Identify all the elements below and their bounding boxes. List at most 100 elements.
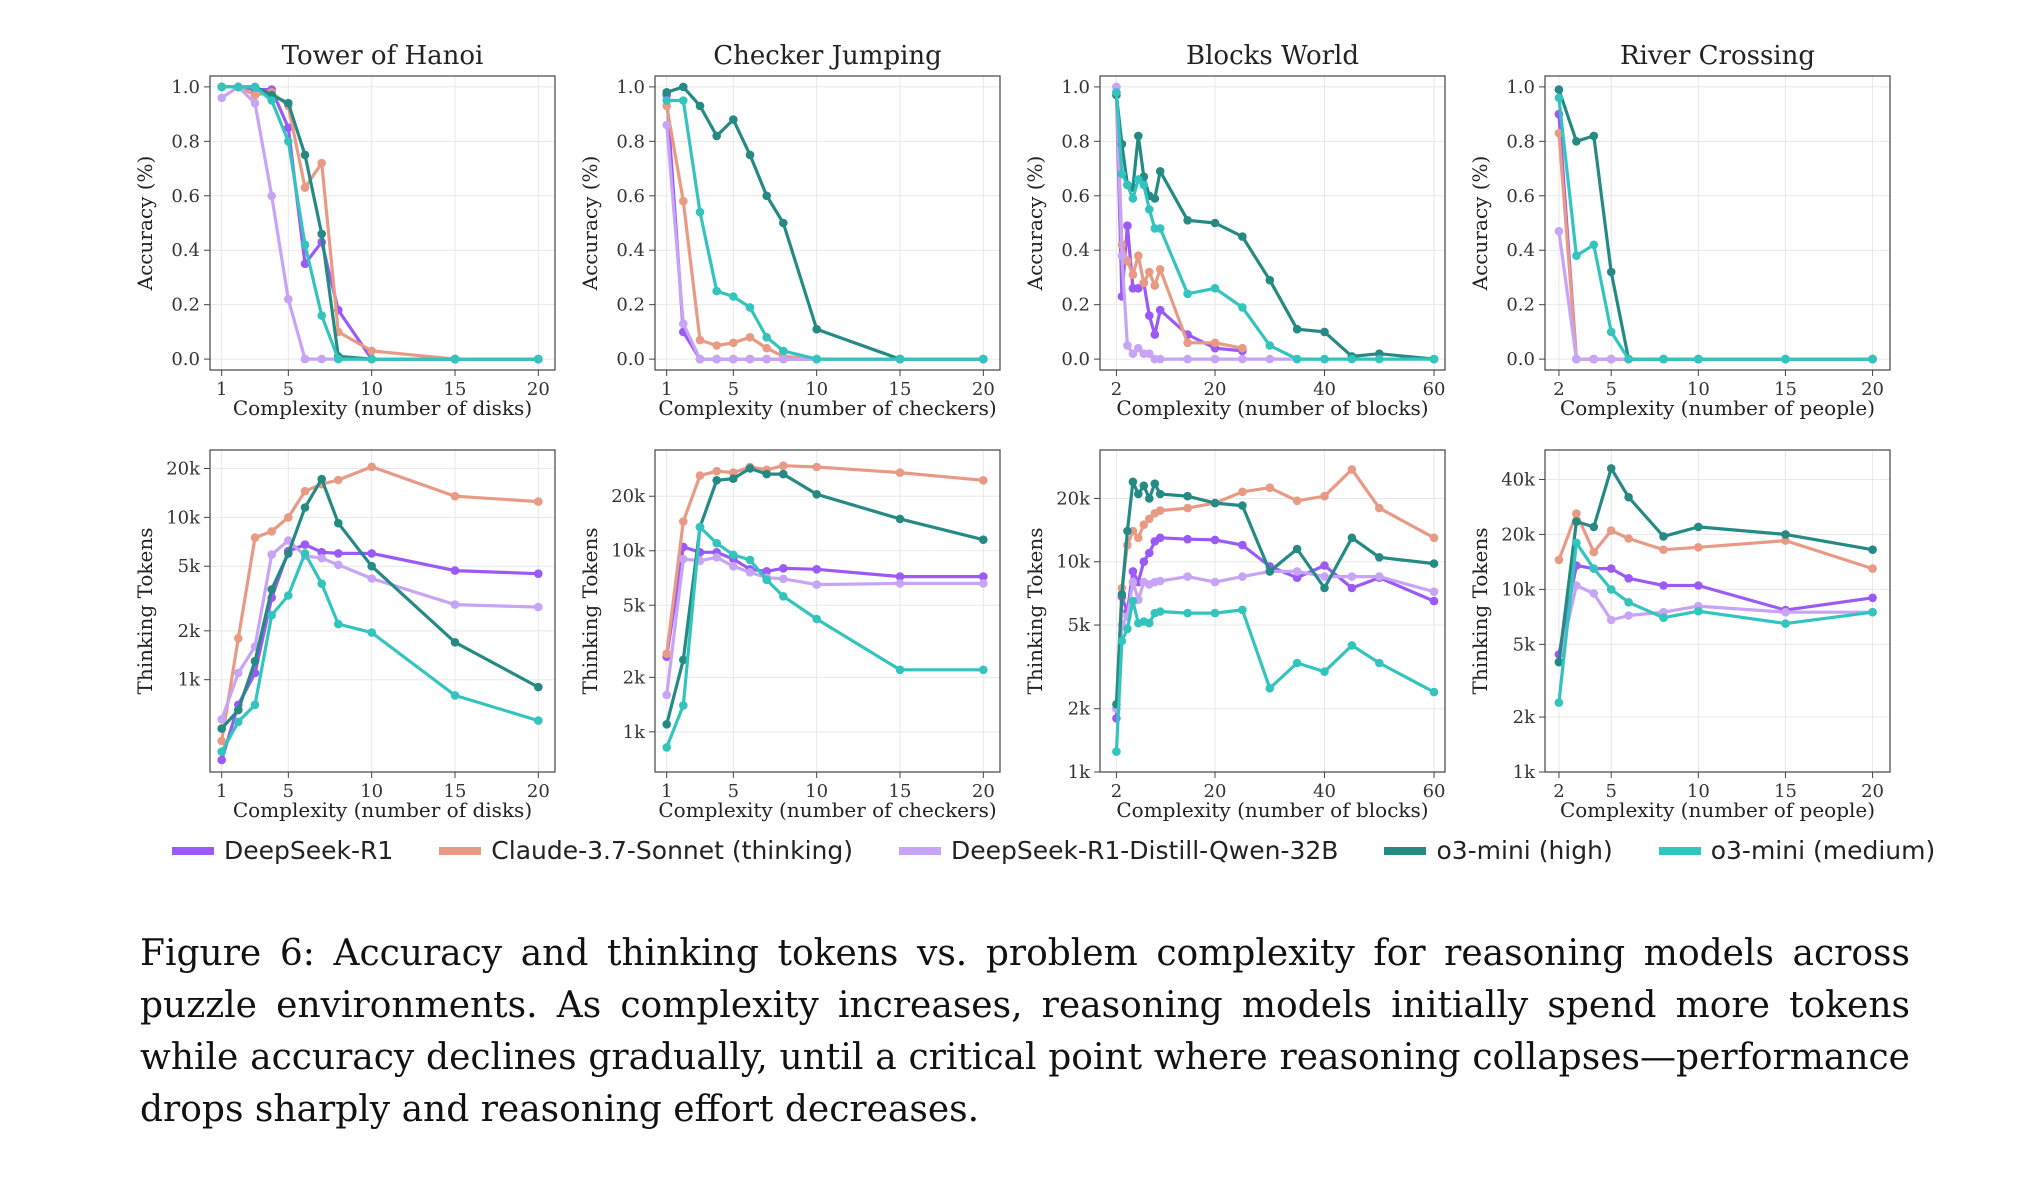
series-line [665, 466, 984, 725]
data-point [895, 514, 905, 524]
data-point [762, 575, 771, 585]
x-tick-label: 5 [728, 379, 739, 400]
data-point [745, 568, 755, 577]
data-point [779, 574, 788, 584]
data-point [779, 469, 788, 479]
data-point [679, 655, 688, 665]
chart-title: River Crossing [1620, 41, 1815, 71]
data-point [1134, 343, 1143, 353]
y-tick-label: 0.8 [616, 131, 645, 152]
data-point [284, 294, 293, 304]
caption-text: Accuracy and thinking tokens vs. problem… [140, 933, 1910, 1130]
data-point [679, 517, 688, 526]
data-point [1320, 667, 1329, 676]
data-point [1210, 608, 1220, 618]
data-point [1155, 354, 1165, 364]
data-point [1589, 240, 1599, 250]
chart-title: Checker Jumping [713, 41, 942, 71]
data-point [762, 567, 771, 576]
plot-frame [1099, 75, 1446, 371]
data-point [284, 513, 293, 522]
data-point [1589, 589, 1599, 598]
data-point [1292, 324, 1302, 334]
y-tick-label: 0.6 [1061, 186, 1090, 207]
data-point [1117, 251, 1127, 260]
y-tick-label: 10k [1056, 552, 1091, 573]
data-point [1134, 251, 1143, 260]
data-point [250, 82, 260, 92]
data-point [300, 549, 310, 558]
x-tick-label: 20 [972, 781, 995, 802]
data-point [1155, 167, 1165, 176]
data-point [1134, 284, 1143, 293]
data-point [1868, 564, 1877, 573]
data-point [1150, 330, 1160, 339]
data-point [534, 569, 543, 578]
data-point [317, 579, 327, 588]
data-point [1145, 514, 1154, 524]
data-point [1347, 572, 1357, 581]
data-point [729, 338, 738, 348]
series-line [1557, 541, 1873, 703]
data-point [745, 303, 755, 312]
data-point [1238, 540, 1247, 550]
data-point [317, 547, 327, 557]
data-point [1589, 564, 1599, 573]
series-line [220, 551, 539, 753]
data-point [979, 476, 988, 485]
data-point [1139, 180, 1149, 190]
plot-frame [1544, 449, 1891, 773]
data-point [762, 343, 771, 353]
legend-swatch [1384, 846, 1427, 855]
data-point [534, 497, 543, 506]
data-point [812, 462, 821, 472]
data-point [662, 120, 671, 130]
data-point [284, 98, 293, 108]
series-line [221, 85, 539, 361]
y-tick-label: 2k [1513, 707, 1536, 728]
data-point [1183, 491, 1192, 501]
series-line [1557, 89, 1873, 361]
data-point [267, 550, 277, 559]
data-point [367, 354, 377, 364]
data-point [1238, 343, 1247, 353]
data-point [729, 115, 738, 124]
legend-label: DeepSeek-R1-Distill-Qwen-32B [950, 836, 1339, 865]
data-point [234, 717, 243, 727]
data-point [1123, 180, 1132, 190]
y-tick-label: 0.2 [1061, 295, 1090, 316]
data-point [1238, 501, 1247, 510]
series-line [665, 124, 984, 361]
data-point [1292, 573, 1302, 582]
data-point [1155, 506, 1165, 515]
data-point [450, 600, 460, 609]
data-point [679, 96, 688, 105]
data-point [1155, 533, 1165, 543]
data-point [334, 549, 343, 558]
data-point [300, 354, 310, 364]
data-point [1589, 354, 1599, 364]
data-point [1117, 169, 1127, 179]
y-tick-label: 1k [1513, 762, 1536, 783]
data-point [1606, 564, 1616, 573]
x-tick-label: 60 [1423, 379, 1446, 400]
data-point [1292, 354, 1302, 364]
y-tick-label: 10k [1501, 579, 1536, 600]
data-point [1238, 487, 1247, 497]
data-point [895, 579, 905, 588]
legend: DeepSeek-R1 Claude-3.7-Sonnet (thinking)… [172, 836, 1981, 865]
y-tick-label: 0.2 [1506, 295, 1535, 316]
data-point [662, 649, 671, 658]
data-point [1117, 636, 1127, 646]
data-point [1238, 605, 1247, 615]
series-line [1114, 599, 1435, 752]
data-point [1265, 341, 1275, 350]
x-tick-label: 10 [1687, 781, 1710, 802]
data-point [1145, 349, 1154, 359]
data-point [729, 292, 738, 301]
data-point [300, 259, 310, 269]
data-point [250, 656, 260, 666]
data-point [234, 668, 243, 678]
y-axis-label: Thinking Tokens [578, 528, 602, 695]
